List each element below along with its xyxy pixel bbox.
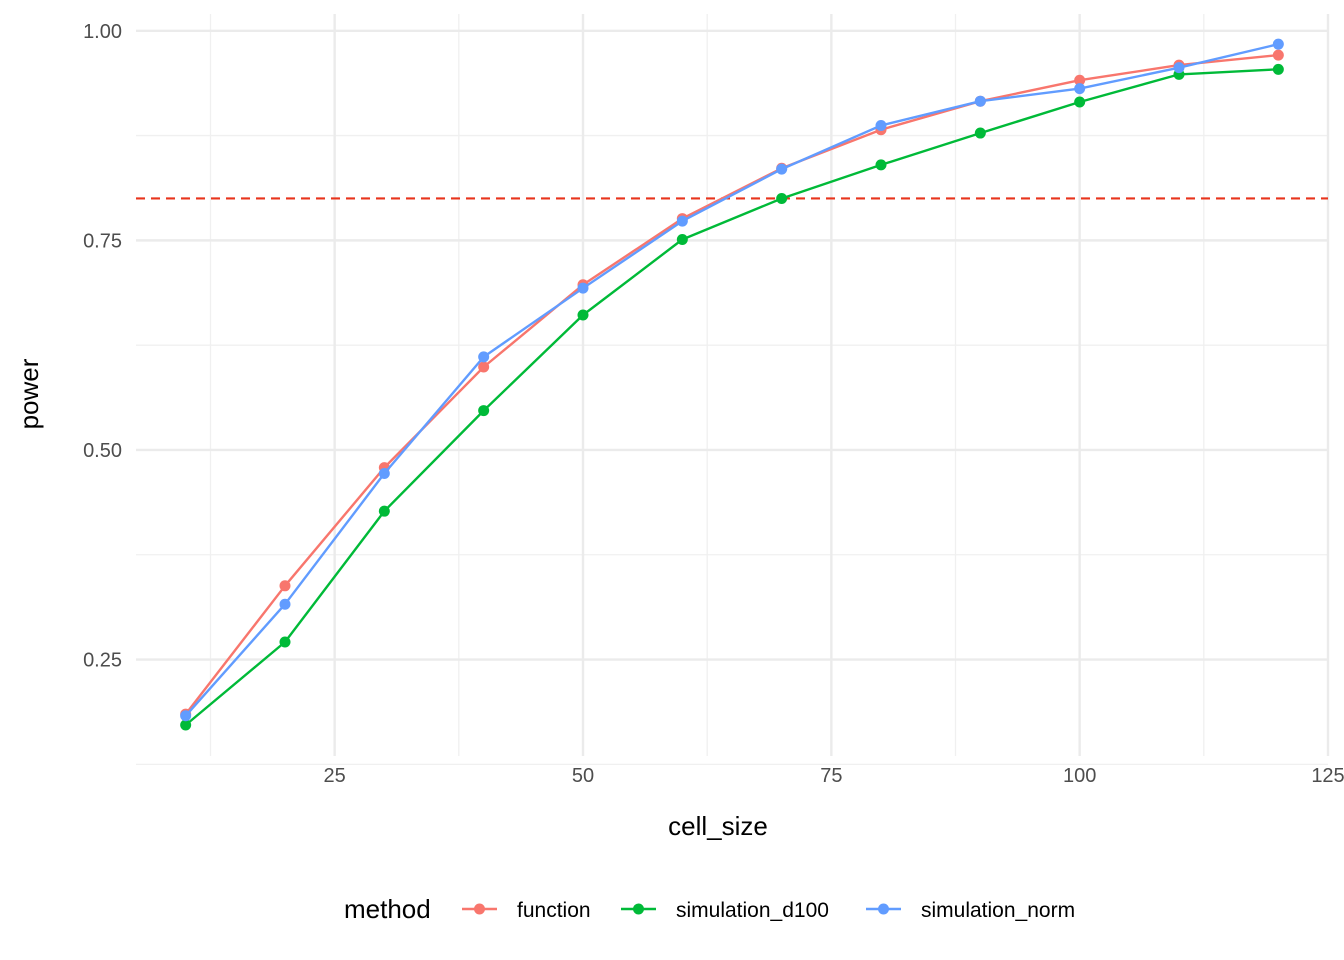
data-point-function: [279, 580, 291, 592]
x-tick-label: 25: [324, 765, 346, 787]
legend-item-function: function: [462, 899, 591, 922]
legend-key-point: [633, 903, 644, 915]
x-tick-label: 50: [572, 765, 594, 787]
legend-key-point: [474, 903, 485, 915]
data-point-simulation_d100: [1074, 96, 1086, 108]
data-point-simulation_norm: [577, 282, 589, 294]
legend-label: simulation_d100: [676, 899, 829, 922]
data-point-simulation_d100: [279, 636, 291, 648]
y-tick-label: 0.50: [83, 440, 122, 462]
x-tick-label: 125: [1311, 765, 1344, 787]
data-point-simulation_norm: [1074, 83, 1086, 95]
data-point-simulation_d100: [776, 192, 788, 204]
data-point-simulation_d100: [180, 719, 192, 731]
major-gridlines: [136, 14, 1330, 756]
legend-title: method: [344, 894, 431, 924]
data-point-simulation_d100: [577, 309, 589, 321]
series-simulation_norm: [180, 38, 1284, 722]
y-tick-label: 0.75: [83, 230, 122, 252]
data-point-simulation_d100: [1272, 63, 1284, 75]
series-line-simulation_norm: [184, 43, 1279, 717]
series-line-function: [184, 53, 1279, 715]
data-point-simulation_norm: [676, 215, 688, 227]
data-point-simulation_d100: [478, 405, 490, 417]
y-tick-labels: 0.25 0.50 0.75 1.00: [83, 21, 122, 672]
data-point-simulation_norm: [478, 351, 490, 363]
data-point-simulation_norm: [1173, 62, 1185, 74]
legend-label: simulation_norm: [921, 899, 1075, 922]
data-point-simulation_norm: [875, 120, 887, 132]
legend-item-simulation_d100: simulation_d100: [621, 899, 829, 922]
series-line-simulation_d100: [184, 68, 1279, 726]
data-point-function: [1074, 74, 1086, 86]
minor-gridlines: [136, 14, 1328, 766]
x-tick-labels: 25 50 75 100 125: [324, 765, 1344, 787]
legend-key-point: [878, 903, 889, 915]
data-point-simulation_norm: [279, 598, 291, 610]
data-point-simulation_norm: [378, 467, 390, 479]
legend-label: function: [517, 899, 591, 922]
series-layer: [180, 38, 1284, 731]
series-simulation_d100: [180, 63, 1284, 731]
data-point-simulation_d100: [875, 159, 887, 171]
x-tick-label: 75: [820, 765, 842, 787]
y-tick-label: 1.00: [83, 21, 122, 43]
data-point-simulation_d100: [676, 234, 688, 246]
series-function: [180, 49, 1284, 720]
data-point-simulation_d100: [974, 127, 986, 139]
data-point-function: [478, 361, 490, 373]
data-point-simulation_d100: [378, 505, 390, 517]
y-tick-label: 0.25: [83, 650, 122, 672]
y-axis-title: power: [14, 358, 44, 429]
data-point-function: [1272, 49, 1284, 61]
x-axis-title: cell_size: [668, 811, 768, 841]
data-point-simulation_norm: [974, 95, 986, 107]
x-tick-label: 100: [1063, 765, 1096, 787]
data-point-simulation_norm: [1272, 38, 1284, 50]
legend: method function simulation_d100 simulation…: [344, 894, 1075, 924]
legend-item-simulation_norm: simulation_norm: [866, 899, 1075, 922]
data-point-simulation_norm: [776, 163, 788, 175]
data-point-simulation_norm: [180, 710, 192, 722]
